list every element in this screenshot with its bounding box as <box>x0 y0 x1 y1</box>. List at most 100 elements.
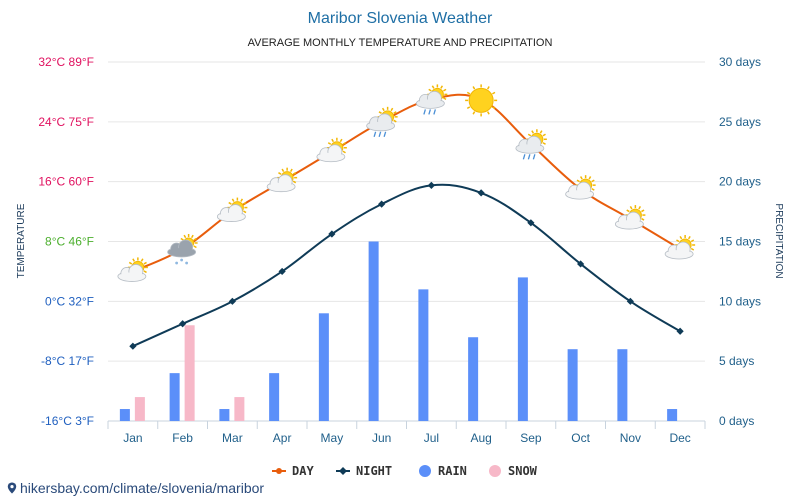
sun-ray <box>466 91 471 95</box>
sun-ray <box>542 142 546 145</box>
x-tick-label: May <box>321 431 344 445</box>
sun-ray <box>638 206 642 210</box>
sun-ray <box>140 258 144 262</box>
cloud-fill <box>516 144 543 153</box>
sun-ray <box>393 119 397 123</box>
night-point <box>278 267 286 276</box>
sun-ray <box>243 210 247 214</box>
legend-item-rain: RAIN <box>419 464 467 478</box>
legend-marker <box>339 467 347 475</box>
right-tick-label: 25 days <box>719 115 761 129</box>
partly-cloudy-icon <box>614 205 646 230</box>
legend-label: DAY <box>292 464 314 478</box>
sun-ray <box>626 209 630 213</box>
cloud-shape <box>316 144 346 163</box>
x-tick-label: Jun <box>372 431 391 445</box>
cloud-shape <box>216 204 246 222</box>
rain-bar <box>567 349 578 421</box>
rain-bar <box>169 373 180 421</box>
sun-ray <box>390 107 394 112</box>
rain-bar <box>368 241 379 421</box>
legend: DAY NIGHT RAIN SNOW <box>272 464 538 478</box>
rain-drop <box>532 154 536 160</box>
weather-icons <box>117 84 696 282</box>
partly-cloudy-icon <box>316 137 347 163</box>
rain-drop <box>527 154 531 160</box>
right-tick-label: 5 days <box>719 354 754 368</box>
sun-ray <box>342 142 346 145</box>
rain-drop <box>378 131 382 138</box>
sun-ray <box>193 237 197 241</box>
right-tick-label: 30 days <box>719 55 761 69</box>
sun-ray <box>289 168 293 172</box>
left-tick-label: -8°C 17°F <box>41 354 94 368</box>
rain-bar <box>617 349 628 421</box>
sun-ray <box>378 111 382 114</box>
sun-ray <box>531 130 535 134</box>
snow-bar <box>134 397 145 421</box>
sun-ray <box>527 133 532 137</box>
sun-ray <box>492 106 496 110</box>
x-tick-label: Oct <box>571 431 590 445</box>
sun-ray <box>342 150 346 154</box>
sun-ray <box>393 111 397 114</box>
snow-flake <box>180 258 184 262</box>
sun-ray <box>292 180 297 184</box>
legend-marker <box>419 465 431 477</box>
cloud-shape <box>664 241 694 260</box>
sun-ray <box>431 85 435 89</box>
day-line <box>132 93 681 273</box>
rain-bar <box>318 313 329 421</box>
legend-item-day: DAY <box>272 464 314 478</box>
sun-ray <box>440 85 444 89</box>
night-point <box>626 297 634 305</box>
night-point <box>527 219 535 227</box>
sun-ray <box>443 97 447 101</box>
sun-ray <box>190 234 194 239</box>
left-tick-label: 32°C 89°F <box>38 55 94 69</box>
sun-ray <box>381 107 385 112</box>
rain-cloud-icon <box>366 106 398 138</box>
legend-marker <box>276 468 282 474</box>
cloud-fill <box>317 152 344 161</box>
weather-chart: Maribor Slovenia Weather AVERAGE MONTHLY… <box>16 10 784 478</box>
precipitation-bars <box>119 241 678 421</box>
cloud-fill <box>417 99 444 108</box>
cloud-shape <box>117 264 147 282</box>
left-tick-label: 16°C 60°F <box>38 175 94 189</box>
left-tick-label: 8°C 46°F <box>45 235 94 249</box>
cloud-fill <box>666 249 693 258</box>
legend-label: RAIN <box>438 464 467 478</box>
night-point <box>427 181 435 190</box>
sun-ray <box>539 130 543 134</box>
source-url[interactable]: hikersbay.com/climate/slovenia/maribor <box>20 480 265 496</box>
x-tick-label: Mar <box>222 431 243 445</box>
sun-ray <box>687 235 691 240</box>
x-tick-label: Apr <box>273 431 292 445</box>
partly-cloudy-icon <box>216 197 248 222</box>
sun-ray <box>240 198 244 202</box>
location-pin-icon <box>7 482 17 494</box>
sun-ray <box>231 198 235 202</box>
sun-ray <box>292 172 297 175</box>
night-line <box>132 183 681 348</box>
sun-ray <box>143 261 147 265</box>
sun-ray <box>591 187 595 191</box>
sun-ray <box>676 239 680 243</box>
rain-drop <box>423 109 426 115</box>
cloud-shape <box>515 135 545 154</box>
sun-ray <box>472 111 476 115</box>
right-tick-label: 0 days <box>719 414 754 428</box>
sun-ray <box>193 245 197 249</box>
x-tick-label: Dec <box>669 431 690 445</box>
sun-ray <box>641 217 645 221</box>
sun-ray <box>486 111 490 115</box>
left-tick-label: 24°C 75°F <box>38 115 94 129</box>
cloud-fill <box>118 272 145 281</box>
source-footer[interactable]: hikersbay.com/climate/slovenia/maribor <box>6 480 264 496</box>
sun-ray <box>542 133 546 137</box>
grid-lines <box>108 61 705 422</box>
chart-subtitle: AVERAGE MONTHLY TEMPERATURE AND PRECIPIT… <box>248 37 553 49</box>
cloud-shape <box>366 113 396 132</box>
sun-ray <box>143 270 147 274</box>
